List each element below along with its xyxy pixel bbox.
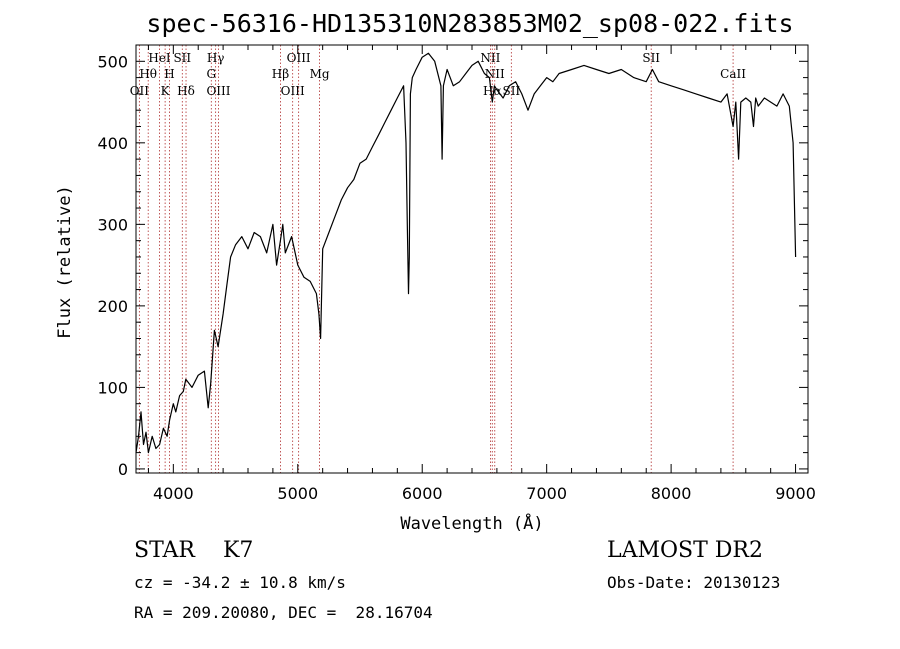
marker-label-8: G [206, 67, 216, 81]
marker-label-1: Hθ [139, 67, 157, 81]
marker-label-13: Mg [310, 67, 330, 81]
x-tick-label: 4000 [153, 484, 194, 503]
marker-label-10: Hβ [272, 67, 289, 81]
marker-label-0: OII [130, 84, 150, 98]
marker-label-14: NII [480, 51, 500, 65]
object-class: STAR K7 [134, 538, 254, 563]
redshift-cz: cz = -34.2 ± 10.8 km/s [134, 573, 346, 592]
marker-label-17: SII [502, 84, 520, 98]
y-tick-label: 500 [97, 52, 128, 71]
y-tick-label: 300 [97, 215, 128, 234]
y-axis: 0 100 200 300 400 500 [97, 52, 808, 479]
chart-title: spec-56316-HD135310N283853M02_sp08-022.f… [146, 9, 793, 38]
plot-frame [135, 44, 809, 474]
y-tick-label: 100 [97, 378, 128, 397]
x-tick-label: 6000 [402, 484, 443, 503]
x-axis: 4000 5000 6000 7000 8000 9000 [147, 45, 816, 503]
ra-dec-coordinates: RA = 209.20080, DEC = 28.16704 [134, 603, 433, 622]
marker-label-6: Hδ [177, 84, 195, 98]
x-tick-label: 9000 [775, 484, 816, 503]
marker-label-19: CaII [720, 67, 746, 81]
marker-label-11: OIII [281, 84, 305, 98]
marker-label-3: K [161, 84, 171, 98]
spectrum-series-line [135, 52, 797, 454]
y-tick-label: 400 [97, 134, 128, 153]
marker-label-9: OIII [206, 84, 230, 98]
marker-label-16: Hα [483, 84, 502, 98]
spectral-line-markers: OII Hθ HeI KH SII Hδ Hγ G OIII Hβ OIII OIII Mg NII NII… [130, 45, 746, 473]
x-axis-label: Wavelength (Å) [400, 512, 543, 534]
marker-label-5: SII [173, 51, 191, 65]
marker-label-7: Hγ [207, 51, 225, 65]
marker-label-4: H [164, 67, 174, 81]
marker-label-18: SII [642, 51, 660, 65]
marker-label-2: HeI [148, 51, 171, 65]
marker-label-12: OIII [287, 51, 311, 65]
observation-date: Obs-Date: 20130123 [607, 573, 781, 592]
survey-name: LAMOST DR2 [607, 538, 763, 563]
y-tick-label: 200 [97, 297, 128, 316]
marker-label-15: NII [485, 67, 505, 81]
x-tick-label: 5000 [277, 484, 318, 503]
y-tick-label: 0 [118, 460, 128, 479]
x-tick-label: 8000 [651, 484, 692, 503]
y-axis-label: Flux (relative) [55, 185, 75, 339]
x-tick-label: 7000 [526, 484, 567, 503]
